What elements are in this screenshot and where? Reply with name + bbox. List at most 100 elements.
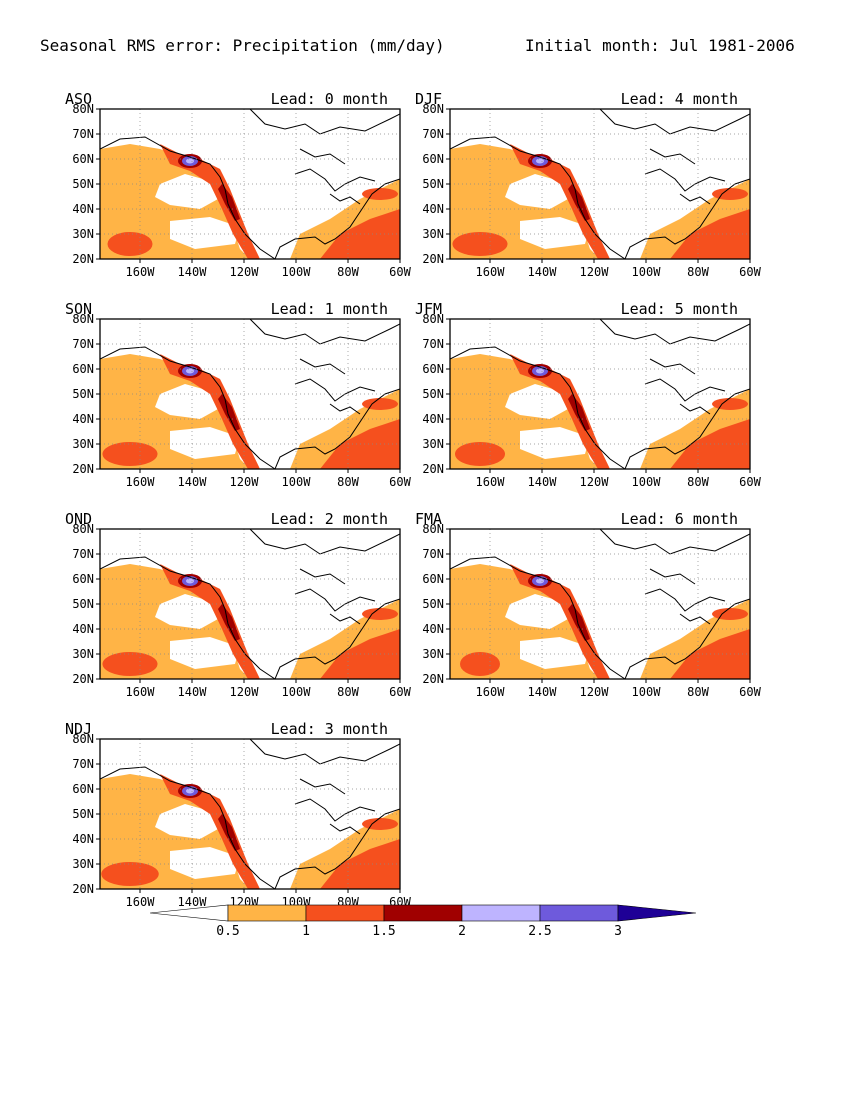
y-tick-label: 70N: [422, 337, 444, 351]
panel-season-label: DJF: [415, 90, 443, 108]
y-tick-label: 70N: [72, 337, 94, 351]
y-tick-label: 50N: [72, 597, 94, 611]
coastline: [649, 358, 696, 375]
coastline: [649, 568, 696, 585]
field-below-0.5: [450, 109, 750, 259]
coastline: [329, 193, 361, 205]
coastline: [644, 588, 726, 612]
field-below-0.5: [100, 739, 400, 889]
field-1.5-2: [218, 814, 240, 851]
y-tick-label: 80N: [72, 732, 94, 746]
field-1-1.5: [160, 564, 260, 679]
colorbar-segment: [305, 904, 385, 922]
colorbar-label: 0.5: [216, 924, 239, 939]
y-tick-label: 50N: [72, 387, 94, 401]
coastline: [624, 598, 750, 679]
field-below-0.5: [155, 384, 218, 419]
x-tick-label: 140W: [528, 475, 558, 489]
colorbar-segment: [227, 904, 307, 922]
field-below-0.5: [170, 217, 240, 249]
panel-season-label: JFM: [415, 300, 443, 318]
x-tick-label: 120W: [230, 475, 260, 489]
y-tick-label: 30N: [72, 647, 94, 661]
y-tick-label: 50N: [422, 597, 444, 611]
y-tick-label: 30N: [72, 857, 94, 871]
coastline: [294, 378, 376, 402]
field-1.5-2: [568, 604, 590, 641]
coastline: [299, 568, 346, 585]
field-below-0.5: [100, 109, 400, 259]
x-tick-label: 120W: [580, 685, 610, 699]
coastline: [274, 808, 400, 889]
panel-season-label: OND: [65, 510, 93, 528]
x-tick-label: 100W: [632, 685, 662, 699]
coastline: [679, 403, 711, 415]
panel-lead-label: Lead: 0 month: [270, 90, 388, 108]
colorbar-segment: [617, 904, 697, 922]
y-tick-label: 70N: [72, 127, 94, 141]
y-tick-label: 40N: [72, 202, 94, 216]
field-1-1.5: [455, 442, 505, 466]
panel-lead-label: Lead: 1 month: [270, 300, 388, 318]
coastline: [299, 778, 346, 795]
field-below-0.5: [170, 847, 240, 879]
panel-lead-label: Lead: 2 month: [270, 510, 388, 528]
field-2-2.5: [536, 578, 544, 584]
y-tick-label: 20N: [72, 252, 94, 266]
panel-season-label: NDJ: [65, 720, 93, 738]
field-1.5-2: [568, 394, 590, 431]
x-tick-label: 100W: [632, 475, 662, 489]
y-tick-label: 30N: [422, 647, 444, 661]
field-1-1.5: [102, 442, 158, 466]
coastline: [329, 403, 361, 415]
field-1-1.5: [712, 608, 748, 620]
colorbar-label: 1: [302, 924, 310, 939]
colorbar-label: 2.5: [528, 924, 551, 939]
x-tick-label: 80W: [687, 265, 709, 279]
field-1-1.5: [107, 232, 153, 256]
panel-season-label: SON: [65, 300, 93, 318]
field-below-0.5: [450, 319, 750, 469]
panel-lead-label: Lead: 5 month: [620, 300, 738, 318]
x-tick-label: 80W: [337, 265, 359, 279]
y-tick-label: 80N: [72, 522, 94, 536]
colorbar-segment: [383, 904, 463, 922]
y-tick-label: 50N: [422, 177, 444, 191]
x-tick-label: 160W: [126, 265, 156, 279]
x-tick-label: 60W: [739, 685, 761, 699]
y-tick-label: 60N: [72, 362, 94, 376]
y-tick-label: 40N: [72, 412, 94, 426]
field-below-0.5: [100, 529, 400, 679]
field-1-1.5: [160, 144, 260, 259]
x-tick-label: 160W: [476, 475, 506, 489]
x-tick-label: 140W: [178, 895, 208, 909]
field-1-1.5: [101, 862, 159, 886]
x-tick-label: 100W: [282, 685, 312, 699]
x-tick-label: 140W: [178, 685, 208, 699]
coastline: [294, 588, 376, 612]
map-panel-djf: DJF Lead: 4 month 80N 70N 60N 50N 40N 30N 20N 160…: [410, 90, 762, 285]
x-tick-label: 160W: [126, 895, 156, 909]
y-tick-label: 30N: [422, 227, 444, 241]
field-2-2.5: [536, 158, 544, 164]
field-below-0.5: [170, 637, 240, 669]
y-tick-label: 80N: [422, 522, 444, 536]
x-tick-label: 140W: [528, 685, 558, 699]
x-tick-label: 160W: [476, 265, 506, 279]
x-tick-label: 100W: [632, 265, 662, 279]
colorbar: 0.5 1 1.5 2 2.5 3: [150, 904, 697, 939]
x-tick-label: 140W: [178, 475, 208, 489]
colorbar-segment: [539, 904, 619, 922]
y-tick-label: 60N: [422, 572, 444, 586]
y-tick-label: 20N: [422, 462, 444, 476]
y-tick-label: 30N: [422, 437, 444, 451]
field-below-0.5: [520, 427, 590, 459]
field-2-2.5: [186, 788, 194, 794]
field-1.5-2: [218, 604, 240, 641]
x-tick-label: 60W: [739, 265, 761, 279]
y-tick-label: 20N: [72, 882, 94, 896]
field-1-1.5: [160, 774, 260, 889]
